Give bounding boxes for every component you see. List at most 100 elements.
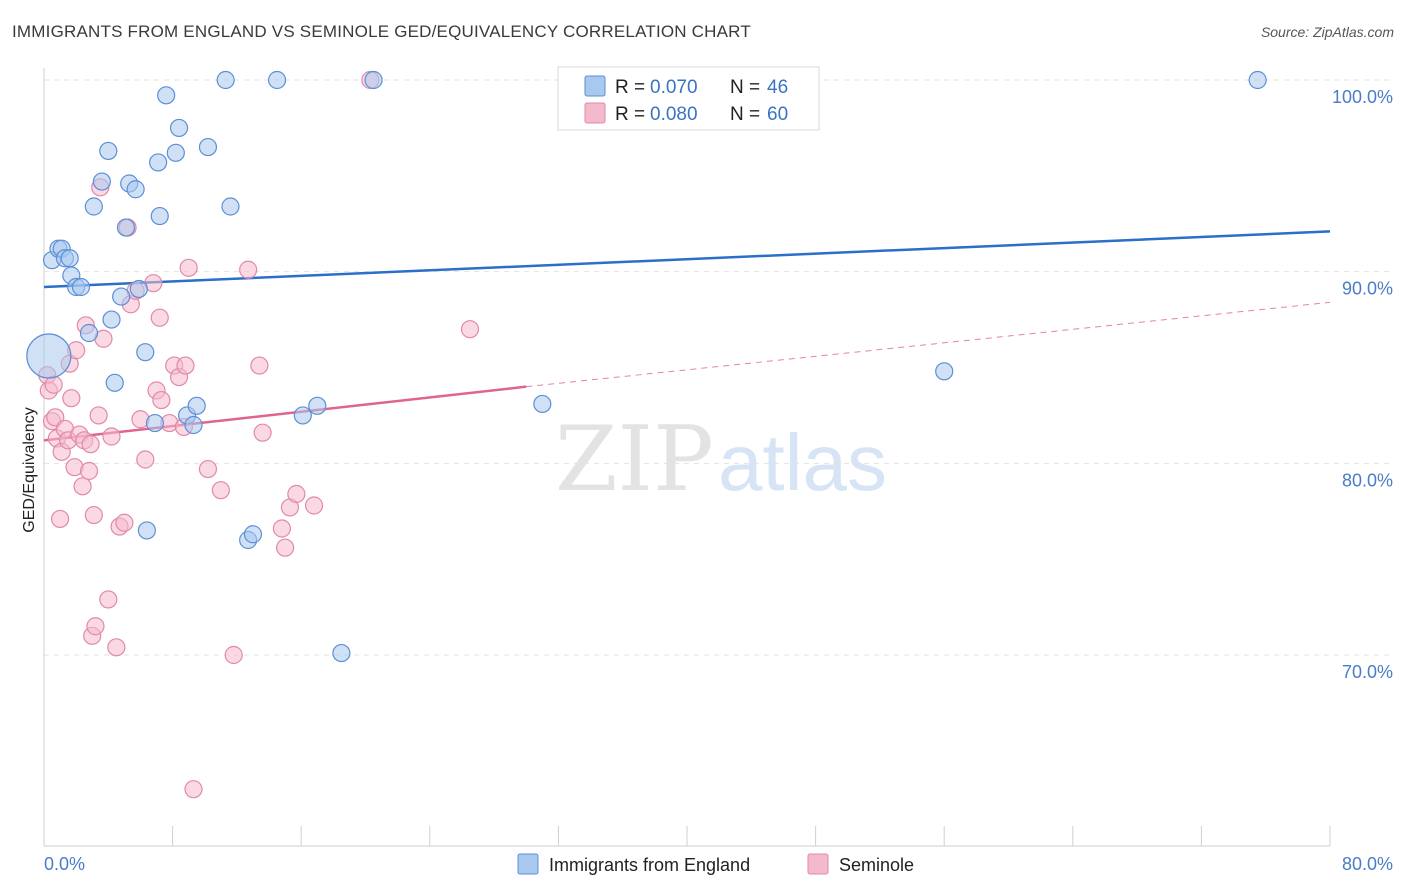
england-point-12 (99, 141, 118, 161)
england-point-39 (332, 643, 351, 663)
england-point-31 (198, 137, 218, 157)
y-tick-label-90: 90.0% (1342, 279, 1393, 299)
watermark-zip: ZIP (555, 407, 714, 512)
seminole-point-27 (102, 427, 121, 446)
seminole-point-52 (253, 423, 272, 442)
england-point-15 (112, 287, 131, 306)
england-point-20 (136, 343, 155, 362)
england-point-41 (533, 394, 552, 414)
grid-layer (44, 79, 1390, 656)
england-point-26 (166, 143, 185, 162)
legend-r-label-seminole: R = (615, 104, 645, 125)
seminole-point-47 (211, 481, 230, 500)
england-point-24 (150, 206, 169, 226)
england-point-43 (935, 362, 954, 381)
england-point-35 (243, 525, 263, 544)
series-legend-label-england: Immigrants from England (549, 855, 750, 875)
legend-swatch-england (584, 75, 606, 97)
england-point-0 (26, 333, 72, 379)
seminole-point-51 (250, 356, 269, 375)
seminole-point-50 (239, 260, 258, 279)
england-point-44 (1248, 70, 1267, 90)
tick-layer: 70.0% 80.0% 90.0% 100.0% (43, 87, 1393, 846)
england-point-8 (71, 277, 91, 297)
seminole-point-11 (62, 389, 81, 408)
y-tick-label-100: 100.0% (1332, 87, 1393, 107)
seminole-point-3 (44, 375, 63, 394)
trend-layer (43, 230, 1331, 442)
england-point-33 (221, 197, 240, 216)
seminole-point-44 (176, 356, 195, 375)
england-point-9 (79, 323, 99, 343)
england-point-14 (105, 373, 124, 392)
seminole-point-22 (86, 617, 105, 636)
seminole-point-21 (84, 505, 103, 525)
legend-n-value-england: 46 (767, 77, 788, 98)
legend-n-value-seminole: 60 (767, 104, 788, 125)
seminole-point-6 (50, 509, 70, 529)
england-points (26, 70, 1267, 663)
seminole-point-53 (272, 519, 292, 538)
trend-line-seminole (43, 385, 527, 442)
seminole-point-45 (179, 258, 198, 277)
england-point-27 (169, 118, 189, 138)
seminole-point-30 (115, 513, 134, 532)
seminole-point-57 (304, 496, 324, 515)
x-tick-label-min: 0.0% (44, 854, 85, 874)
chart-title: IMMIGRANTS FROM ENGLAND VS SEMINOLE GED/… (12, 22, 751, 41)
seminole-point-15 (73, 477, 92, 496)
seminole-point-23 (89, 406, 108, 425)
england-point-5 (60, 249, 79, 268)
england-point-25 (157, 86, 176, 105)
england-point-18 (126, 180, 145, 199)
england-point-11 (92, 172, 111, 191)
series-legend-swatch-england (517, 853, 539, 875)
seminole-point-19 (81, 435, 100, 454)
england-point-21 (137, 521, 156, 540)
trend-line-extension-seminole (526, 301, 1331, 388)
england-point-30 (187, 396, 206, 415)
england-point-22 (145, 413, 165, 433)
series-legend-label-seminole: Seminole (839, 855, 914, 875)
y-axis-label: GED/Equivalency (21, 407, 38, 532)
y-tick-label-80: 80.0% (1342, 470, 1393, 490)
x-tick-label-max: 80.0% (1342, 854, 1393, 874)
seminole-point-48 (224, 645, 243, 665)
england-point-16 (116, 218, 136, 237)
seminole-point-28 (107, 638, 126, 657)
y-tick-label-70: 70.0% (1342, 662, 1393, 682)
england-point-13 (102, 310, 121, 329)
stats-legend: R = 0.070 N = 46 R = 0.080 N = 60 (557, 66, 820, 131)
watermark-atlas: atlas (718, 418, 887, 507)
england-point-23 (149, 153, 168, 172)
seminole-point-56 (287, 484, 306, 504)
england-point-36 (267, 70, 287, 90)
seminole-point-26 (99, 590, 118, 609)
england-point-29 (184, 415, 203, 435)
legend-swatch-seminole (584, 102, 606, 124)
england-point-10 (84, 197, 103, 216)
legend-n-label-seminole: N = (730, 104, 760, 125)
england-point-40 (364, 70, 383, 90)
seminole-point-59 (460, 320, 480, 339)
england-point-19 (129, 279, 148, 299)
series-legend-swatch-seminole (807, 853, 829, 875)
series-legend: Immigrants from England Seminole (517, 853, 914, 875)
trend-line-england (43, 230, 1331, 289)
england-point-37 (293, 406, 312, 425)
england-point-38 (308, 396, 327, 415)
legend-n-label-england: N = (730, 77, 760, 98)
chart-source: Source: ZipAtlas.com (1260, 24, 1394, 40)
seminole-point-35 (136, 450, 155, 469)
seminole-point-46 (198, 459, 218, 479)
england-point-32 (216, 70, 235, 90)
seminole-point-54 (276, 538, 295, 557)
seminole-point-38 (150, 308, 169, 327)
legend-r-value-seminole: 0.080 (650, 104, 698, 125)
seminole-point-18 (79, 461, 99, 481)
seminole-point-39 (152, 390, 171, 410)
legend-r-value-england: 0.070 (650, 77, 698, 98)
seminole-point-49 (184, 780, 203, 799)
